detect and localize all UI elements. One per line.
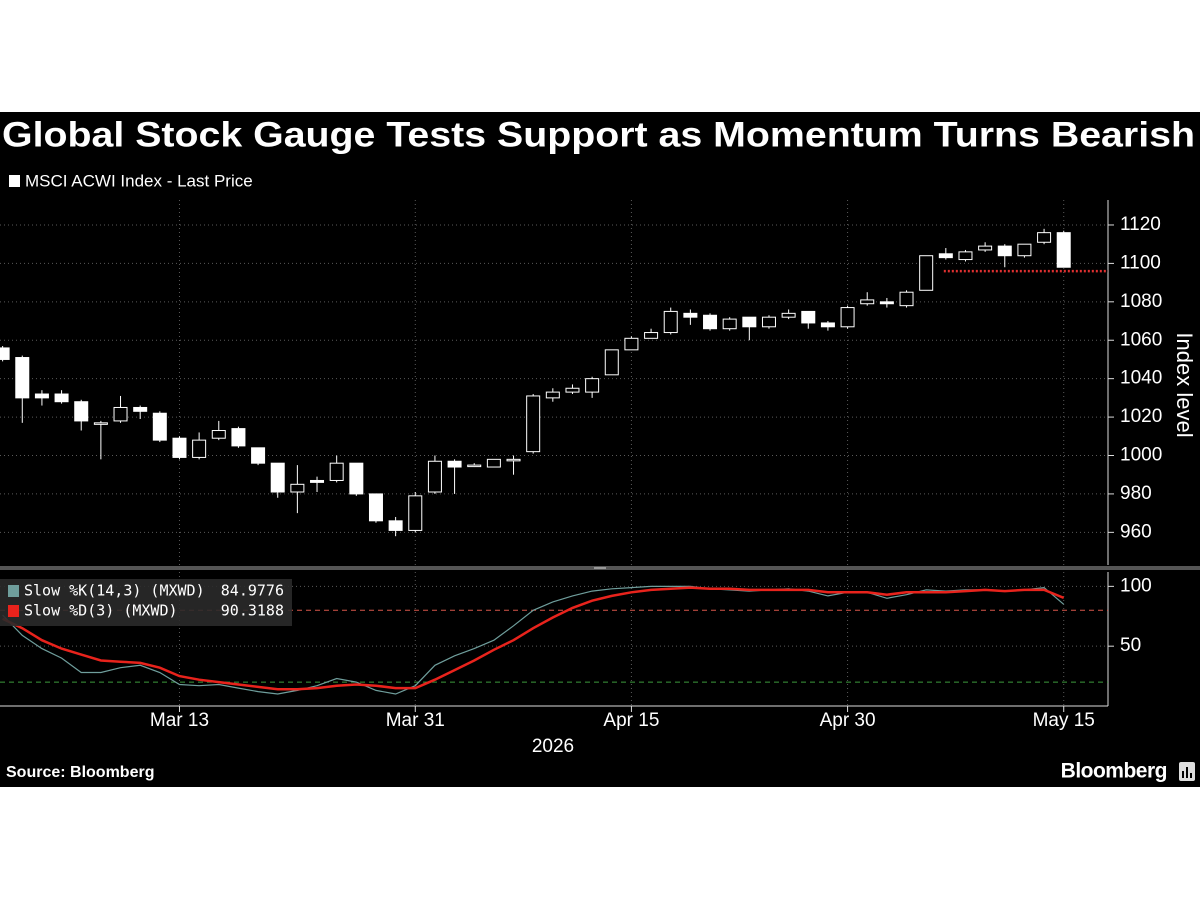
candle-body [526,395,541,453]
candle-body [644,332,659,339]
candle-body [919,255,934,291]
x-tick-label: Mar 31 [386,710,445,731]
candle-body [15,357,30,399]
candle-body [938,253,953,259]
y-tick-label: 980 [1120,483,1152,504]
candle-body [54,393,69,403]
x-tick-label: May 15 [1033,710,1095,731]
legend-swatch [8,605,19,617]
candle-body [486,458,501,468]
candle-body [978,245,993,251]
candle-body [565,387,580,393]
candle-body [113,406,128,422]
candle-body [408,495,423,531]
candle-body [722,318,737,330]
candle-body [133,406,148,412]
candle-body [1017,243,1032,257]
candle-body [997,245,1012,257]
brand-logo: Bloomberg [1061,760,1167,783]
candle-body [545,391,560,399]
candle-body [624,337,639,351]
candle-body [703,314,718,330]
y-tick-label: 1020 [1120,406,1162,427]
chart-title: Global Stock Gauge Tests Support as Mome… [2,115,1195,154]
candle-body [172,437,187,458]
candle-body [93,422,108,425]
candle-body [34,393,49,399]
candle-body [663,310,678,334]
candle-body [742,316,757,328]
x-tick-label: Apr 30 [820,710,876,731]
candle-body [585,378,600,393]
brand-icon-bar [1190,773,1192,778]
legend-swatch [8,585,19,597]
y-tick-label: 960 [1120,521,1152,542]
legend-label: MSCI ACWI Index - Last Price [25,171,253,190]
candle-body [310,479,325,483]
candle-body [801,310,816,324]
y-tick-label: 1100 [1120,252,1161,273]
candle-body [604,349,619,376]
legend-label: Slow %D(3) (MXWD) [24,602,178,620]
y-tick-label: 1120 [1120,214,1161,235]
candle-body [761,316,776,328]
candle-body [427,460,442,493]
y-axis-label: Index level [1172,332,1197,437]
candle-body [506,458,521,462]
candle-body [231,428,246,447]
candle-body [74,401,89,422]
y-tick-label: 1040 [1120,368,1162,389]
candle-body [152,412,167,441]
candle-body [447,460,462,468]
brand-icon-bar [1182,771,1184,778]
x-tick-label: Apr 15 [603,710,659,731]
plot: Mar 13 Mar 31 Apr 15 Apr 30 May 15 2026 960 980… [0,200,1162,757]
candle-body [0,347,10,360]
series-line [2,586,1065,691]
y-tick-label: 1080 [1120,291,1162,312]
candle-body [781,312,796,318]
candle-body [251,447,266,464]
y-tick-label: 50 [1120,635,1141,656]
candle-body [290,483,305,493]
candle-body [820,322,835,328]
candle-body [879,301,894,305]
brand-icon-bar [1186,767,1188,778]
candle-body [329,462,344,481]
legend-box [0,579,292,626]
candle-body [1056,232,1071,268]
candle-body [211,430,226,439]
legend-label: Slow %K(14,3) (MXWD) [24,582,205,600]
candle-body [1037,232,1052,243]
series-line [2,585,1065,695]
x-tick-label: Mar 13 [150,710,209,731]
y-tick-label: 1060 [1120,329,1162,350]
candle-body [467,464,482,468]
candle-body [270,462,285,493]
divider-handle [594,567,606,569]
candle-body [349,462,364,495]
candle-body [388,520,403,531]
candle-body [899,291,914,307]
candle-body [368,493,383,522]
source: Source: Bloomberg [6,764,154,781]
candle-body [860,299,875,305]
candle-body [192,439,207,458]
candle-body [683,312,698,318]
y-tick-label: 100 [1120,575,1152,596]
x-axis-year: 2026 [532,736,574,757]
legend-value: 84.9776 [221,582,284,600]
candle-body [958,251,973,261]
candle-body [840,307,855,328]
legend-swatch [9,175,20,187]
y-tick-label: 1000 [1120,445,1162,466]
legend-value: 90.3188 [221,602,284,620]
